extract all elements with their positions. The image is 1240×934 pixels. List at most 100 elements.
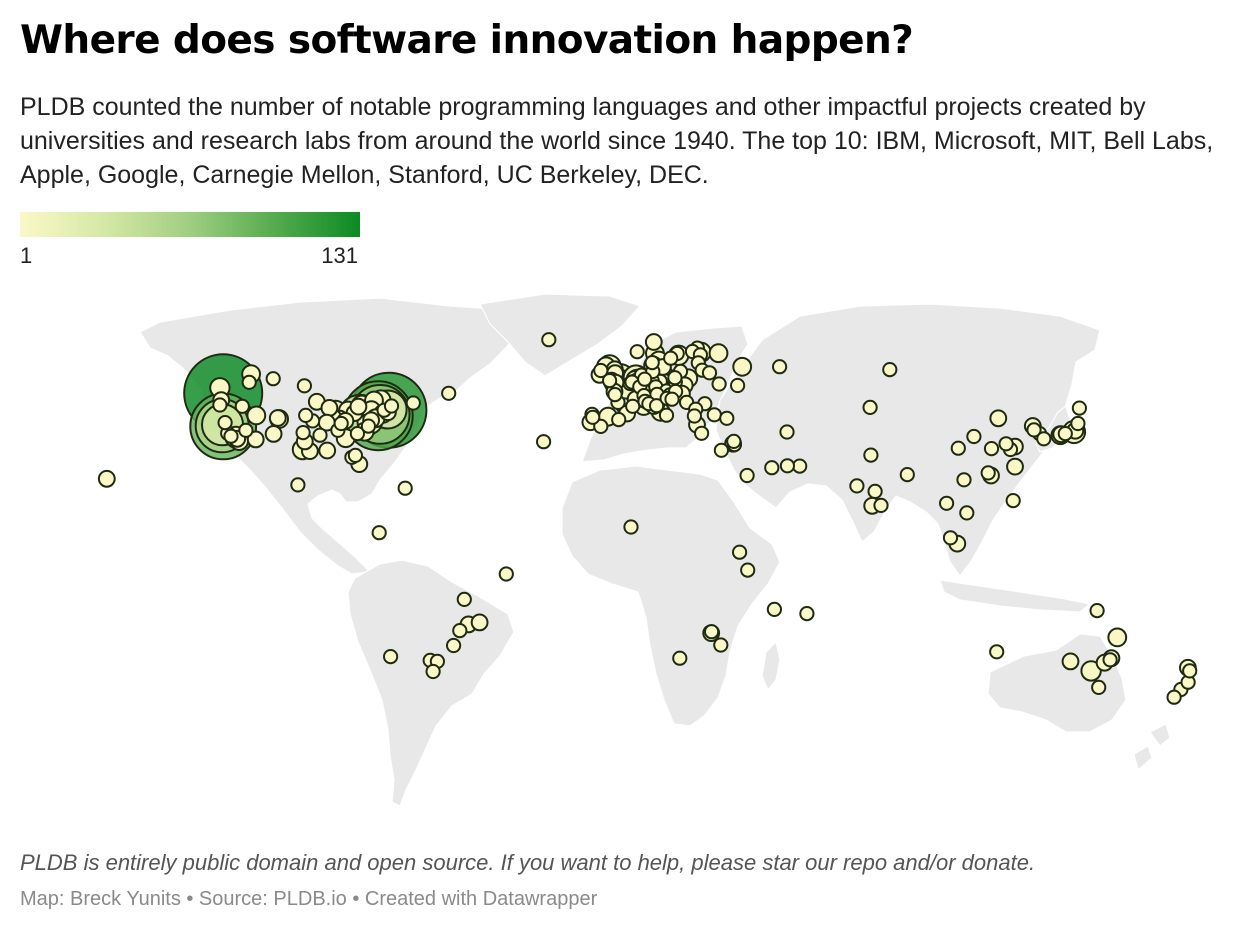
site-marker[interactable] [779,458,796,474]
site-marker[interactable] [959,505,975,521]
site-marker[interactable] [290,477,306,493]
site-marker[interactable] [882,362,898,378]
site-marker[interactable] [739,467,755,484]
site-marker[interactable] [1089,603,1105,619]
site-marker[interactable] [686,408,703,424]
site-marker[interactable] [779,424,795,440]
site-marker[interactable] [644,355,660,371]
site-marker[interactable] [983,441,1000,457]
site-marker[interactable] [862,399,878,416]
site-marker[interactable] [644,333,663,351]
site-marker[interactable] [980,465,996,481]
site-marker[interactable] [704,624,720,640]
site-marker[interactable] [349,397,368,416]
site-marker[interactable] [740,562,756,578]
site-marker[interactable] [223,428,239,444]
site-marker[interactable] [349,426,365,442]
site-marker[interactable] [942,530,959,546]
site-marker[interactable] [246,430,265,449]
site-marker[interactable] [1071,400,1088,416]
site-marker[interactable] [719,410,735,426]
site-marker[interactable] [498,566,514,582]
site-marker[interactable] [265,371,281,387]
site-marker[interactable] [611,412,627,428]
site-marker[interactable] [296,378,312,394]
site-marker[interactable] [441,385,457,401]
site-marker[interactable] [238,422,254,438]
site-marker[interactable] [711,376,727,392]
site-marker[interactable] [998,436,1014,452]
site-marker[interactable] [1006,457,1024,476]
site-marker[interactable] [333,415,349,432]
site-marker[interactable] [541,332,557,348]
site-marker[interactable] [772,359,788,375]
site-marker[interactable] [863,447,879,463]
site-marker[interactable] [217,415,233,431]
site-marker[interactable] [732,356,753,377]
site-marker[interactable] [212,397,228,413]
site-marker[interactable] [602,373,618,389]
site-marker[interactable] [1080,660,1102,682]
site-marker[interactable] [1102,652,1118,668]
site-marker[interactable] [1061,652,1080,671]
site-marker[interactable] [649,398,665,414]
site-marker[interactable] [764,460,780,476]
site-marker[interactable] [1036,431,1052,447]
site-marker[interactable] [1107,627,1128,648]
site-marker[interactable] [706,407,722,423]
site-marker[interactable] [1026,422,1042,438]
site-marker[interactable] [867,483,883,499]
site-marker[interactable] [268,409,287,427]
site-marker[interactable] [320,399,339,417]
site-marker[interactable] [966,428,982,445]
site-marker[interactable] [452,623,468,639]
site-marker[interactable] [730,377,746,394]
site-marker[interactable] [607,387,623,403]
site-marker[interactable] [536,434,552,450]
site-marker[interactable] [425,663,441,680]
site-marker[interactable] [1057,426,1073,442]
site-marker[interactable] [264,425,283,443]
site-marker[interactable] [799,606,815,622]
site-marker[interactable] [664,391,680,407]
site-marker[interactable] [1091,679,1107,695]
site-marker[interactable] [849,478,865,494]
site-marker[interactable] [397,480,413,496]
site-marker[interactable] [939,495,955,511]
site-marker[interactable] [694,425,710,441]
site-marker[interactable] [298,407,314,423]
site-marker[interactable] [625,398,641,414]
site-marker[interactable] [637,371,653,387]
site-marker[interactable] [312,427,328,443]
site-marker[interactable] [347,447,363,463]
site-marker[interactable] [708,343,729,364]
site-marker[interactable] [989,644,1005,660]
site-marker[interactable] [241,374,257,390]
site-marker[interactable] [658,407,675,423]
site-marker[interactable] [446,637,462,654]
site-marker[interactable] [1166,689,1182,705]
site-marker[interactable] [1070,415,1086,432]
site-marker[interactable] [629,344,645,360]
site-marker[interactable] [360,418,376,434]
site-marker[interactable] [371,525,387,541]
site-marker[interactable] [623,519,639,535]
site-marker[interactable] [585,409,601,425]
site-marker[interactable] [667,370,683,386]
site-marker[interactable] [873,497,889,513]
site-marker[interactable] [1005,493,1021,509]
site-marker[interactable] [792,458,808,474]
site-marker[interactable] [234,398,250,414]
site-marker[interactable] [97,469,116,488]
site-marker[interactable] [950,440,966,456]
site-marker[interactable] [246,405,267,426]
site-marker[interactable] [989,409,1008,428]
site-marker[interactable] [726,433,742,449]
site-marker[interactable] [701,365,718,381]
site-marker[interactable] [456,591,472,607]
site-marker[interactable] [1182,663,1198,679]
site-marker[interactable] [383,649,399,665]
site-marker[interactable] [383,398,400,414]
site-marker[interactable] [713,637,729,653]
site-marker[interactable] [732,544,748,560]
